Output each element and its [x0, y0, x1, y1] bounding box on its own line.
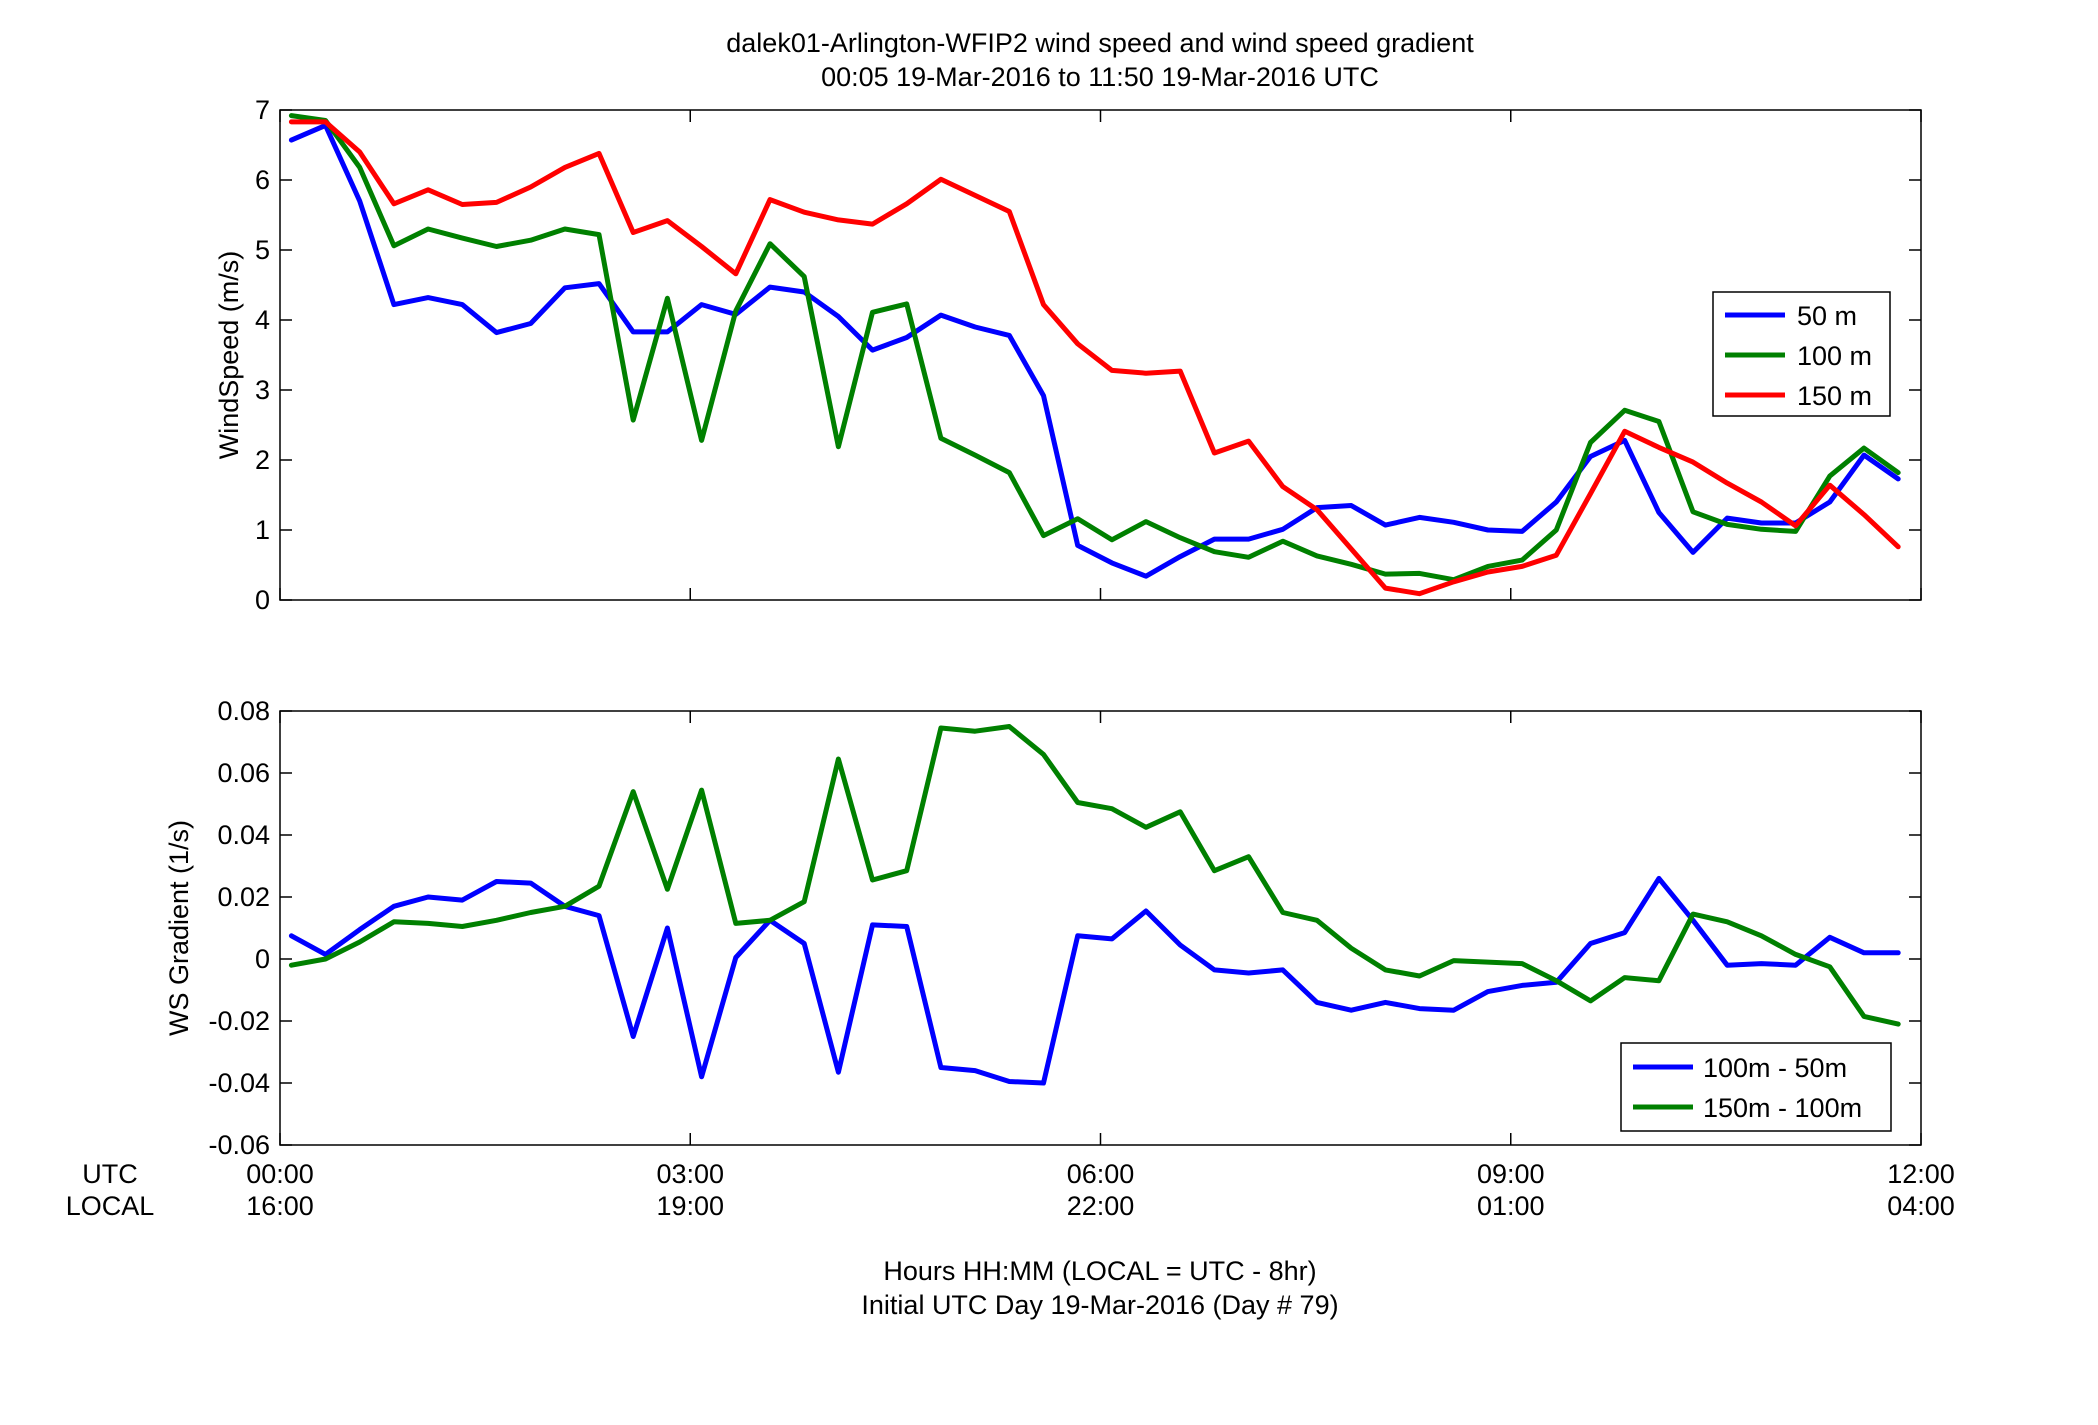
legend-label-150m-100m: 150m - 100m [1703, 1093, 1862, 1123]
gradient-series-150m-100m [288, 724, 1901, 1027]
legend-label-100m: 100 m [1797, 341, 1872, 371]
windspeed-ytick-label: 1 [255, 515, 270, 545]
gradient-ytick-label: 0.06 [217, 758, 270, 788]
windspeed-series-50-m [288, 122, 1901, 579]
gradient-legend-box [1620, 1042, 1892, 1132]
xtick-label-utc: 06:00 [1067, 1159, 1135, 1189]
gradient-ytick-label: -0.06 [208, 1130, 270, 1160]
windspeed-legend: 50 m 100 m 150 m [1712, 291, 1891, 417]
xtick-label-utc: 09:00 [1477, 1159, 1545, 1189]
utc-row-label: UTC [82, 1159, 138, 1189]
legend-label-100m-50m: 100m - 50m [1703, 1053, 1847, 1083]
xtick-label-utc: 03:00 [656, 1159, 724, 1189]
windspeed-ylabel: WindSpeed (m/s) [214, 251, 244, 460]
gradient-legend: 100m - 50m 150m - 100m [1620, 1042, 1892, 1132]
gradient-series-100m-50m [288, 875, 1901, 1086]
gradient-ytick-label: -0.04 [208, 1068, 270, 1098]
windspeed-series-100-m [288, 113, 1901, 583]
windspeed-series-150-m [288, 119, 1901, 597]
windspeed-ytick-label: 7 [255, 95, 270, 125]
chart-subtitle: 00:05 19-Mar-2016 to 11:50 19-Mar-2016 U… [821, 62, 1379, 92]
windspeed-ytick-label: 0 [255, 585, 270, 615]
windspeed-ytick-label: 5 [255, 235, 270, 265]
gradient-ylabel: WS Gradient (1/s) [164, 820, 194, 1036]
windspeed-axes-box [279, 109, 1922, 601]
gradient-ytick-label: -0.02 [208, 1006, 270, 1036]
xtick-label-local: 04:00 [1887, 1191, 1955, 1221]
windspeed-ytick-label: 2 [255, 445, 270, 475]
local-row-label: LOCAL [66, 1191, 155, 1221]
chart-title: dalek01-Arlington-WFIP2 wind speed and w… [726, 28, 1474, 58]
xaxis-label: Hours HH:MM (LOCAL = UTC - 8hr) [883, 1256, 1316, 1286]
xtick-label-utc: 00:00 [246, 1159, 314, 1189]
gradient-ytick-label: 0.08 [217, 696, 270, 726]
windspeed-ytick-label: 3 [255, 375, 270, 405]
gradient-ytick-label: 0 [255, 944, 270, 974]
xtick-label-utc: 12:00 [1887, 1159, 1955, 1189]
xaxis-sublabel: Initial UTC Day 19-Mar-2016 (Day # 79) [861, 1290, 1338, 1320]
legend-label-50m: 50 m [1797, 301, 1857, 331]
gradient-ytick-label: 0.04 [217, 820, 270, 850]
xtick-label-local: 16:00 [246, 1191, 314, 1221]
xtick-label-local: 01:00 [1477, 1191, 1545, 1221]
legend-label-150m: 150 m [1797, 381, 1872, 411]
windspeed-ytick-label: 6 [255, 165, 270, 195]
xtick-label-local: 22:00 [1067, 1191, 1135, 1221]
windspeed-panel: 0 1 2 3 4 5 6 7 WindSpeed (m/s) 50 m 100 m 150 … [214, 95, 1922, 615]
gradient-panel: -0.06 -0.04 -0.02 0 0.02 0.04 0.06 0.08 WS Grad… [164, 696, 1922, 1160]
windspeed-ytick-label: 4 [255, 305, 270, 335]
gradient-ytick-label: 0.02 [217, 882, 270, 912]
xtick-label-local: 19:00 [656, 1191, 724, 1221]
